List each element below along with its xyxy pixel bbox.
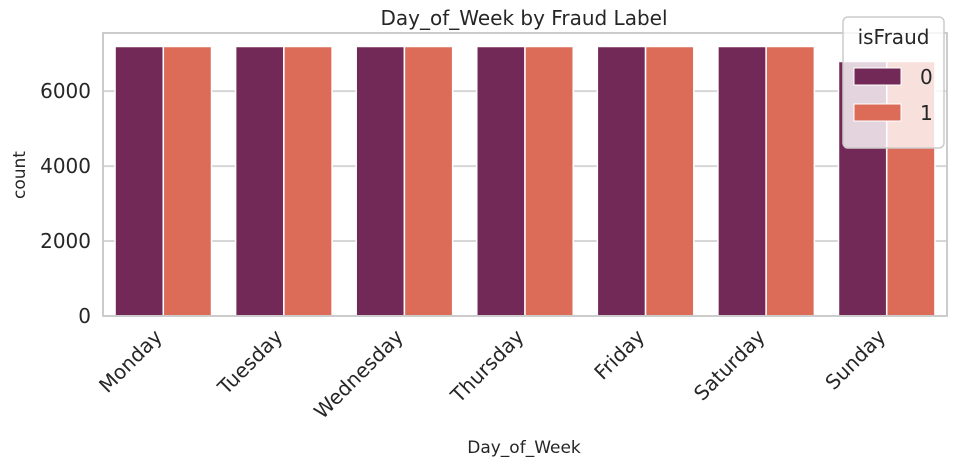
y-tick-label: 4000 (40, 154, 91, 178)
plot-frame (102, 32, 948, 317)
x-axis-title: Day_of_Week (467, 438, 581, 458)
bar-wednesday-1 (403, 45, 454, 317)
bar-monday-0 (114, 45, 165, 317)
legend-label-0: 0 (920, 65, 933, 89)
x-tick-label: Monday (94, 324, 167, 397)
x-tick-label: Wednesday (309, 324, 408, 423)
bar-thursday-1 (524, 45, 574, 317)
y-tick-label: 6000 (40, 79, 91, 103)
y-ticks: 0 2000 4000 6000 (40, 79, 91, 328)
bar-friday-0 (596, 45, 647, 317)
bar-saturday-0 (717, 45, 767, 317)
y-axis-title: count (10, 151, 30, 199)
bar-saturday-1 (765, 45, 816, 317)
x-ticks: Monday Tuesday Wednesday Thursday Friday Satu… (94, 324, 890, 423)
legend-label-1: 1 (920, 101, 933, 125)
x-tick-label: Sunday (820, 324, 890, 394)
legend-swatch-0 (853, 67, 902, 86)
bars (114, 45, 936, 317)
x-tick-label: Friday (589, 324, 649, 384)
bar-tuesday-0 (234, 45, 285, 317)
bar-wednesday-0 (355, 45, 406, 317)
y-tick-label: 2000 (40, 229, 91, 253)
bar-thursday-0 (476, 45, 526, 317)
bar-friday-1 (644, 45, 695, 317)
bar-monday-1 (162, 45, 213, 317)
chart-title: Day_of_Week by Fraud Label (380, 6, 667, 30)
legend-swatch-1 (853, 103, 902, 122)
legend: isFraud 0 1 (842, 16, 945, 149)
y-tick-label: 0 (78, 304, 91, 328)
x-tick-label: Thursday (445, 324, 529, 408)
x-tick-label: Tuesday (212, 324, 287, 399)
x-tick-label: Saturday (689, 324, 770, 405)
bar-tuesday-1 (283, 45, 333, 317)
legend-title: isFraud (858, 25, 930, 49)
